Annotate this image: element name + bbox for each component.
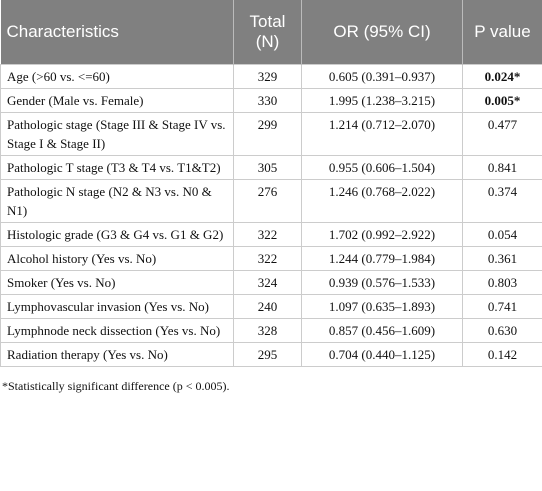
table-cell: 0.374	[462, 179, 542, 223]
table-cell: 0.704 (0.440–1.125)	[301, 342, 463, 367]
table-cell: 0.857 (0.456–1.609)	[301, 318, 463, 343]
table-cell: Histologic grade (G3 & G4 vs. G1 & G2)	[0, 222, 234, 247]
table-cell: 1.214 (0.712–2.070)	[301, 112, 463, 156]
table-cell: Smoker (Yes vs. No)	[0, 270, 234, 295]
header-cell: Total (N)	[233, 0, 302, 65]
table-cell: 0.142	[462, 342, 542, 367]
table-cell: Age (>60 vs. <=60)	[0, 64, 234, 89]
table-row: Pathologic N stage (N2 & N3 vs. N0 & N1)…	[0, 179, 542, 223]
table-row: Lymphovascular invasion (Yes vs. No) 240 1…	[0, 294, 542, 319]
table-cell: 295	[233, 342, 302, 367]
table-cell: 324	[233, 270, 302, 295]
table-cell: 0.803	[462, 270, 542, 295]
table-cell: 1.995 (1.238–3.215)	[301, 88, 463, 113]
data-table: Characteristics Total (N) OR (95% CI) P val…	[0, 0, 542, 367]
table-cell: 330	[233, 88, 302, 113]
table-cell: 322	[233, 222, 302, 247]
table-cell: 1.097 (0.635–1.893)	[301, 294, 463, 319]
table-cell: 0.939 (0.576–1.533)	[301, 270, 463, 295]
table-cell: 0.054	[462, 222, 542, 247]
table-row: Alcohol history (Yes vs. No) 322 1.244 (0.…	[0, 246, 542, 271]
table-cell: 322	[233, 246, 302, 271]
header-row: Characteristics Total (N) OR (95% CI) P val…	[0, 0, 542, 65]
table-cell: Lymphovascular invasion (Yes vs. No)	[0, 294, 234, 319]
table-cell: Alcohol history (Yes vs. No)	[0, 246, 234, 271]
table-row: Smoker (Yes vs. No) 324 0.939 (0.576–1.533…	[0, 270, 542, 295]
table-cell: Radiation therapy (Yes vs. No)	[0, 342, 234, 367]
table-cell: 240	[233, 294, 302, 319]
table-cell: 0.024*	[462, 64, 542, 89]
header-cell: Characteristics	[0, 0, 234, 65]
table-cell: Pathologic T stage (T3 & T4 vs. T1&T2)	[0, 155, 234, 180]
table-cell: Lymphnode neck dissection (Yes vs. No)	[0, 318, 234, 343]
footnote: *Statistically significant difference (p…	[2, 379, 230, 393]
table-cell: 299	[233, 112, 302, 156]
table-row: Lymphnode neck dissection (Yes vs. No) 32…	[0, 318, 542, 343]
header-cell: OR (95% CI)	[301, 0, 463, 65]
table-row: Gender (Male vs. Female) 330 1.995 (1.238–…	[0, 88, 542, 113]
table-cell: 276	[233, 179, 302, 223]
table-cell: 0.477	[462, 112, 542, 156]
table-cell: Gender (Male vs. Female)	[0, 88, 234, 113]
table-cell: 1.246 (0.768–2.022)	[301, 179, 463, 223]
table-row: Radiation therapy (Yes vs. No) 295 0.704 (…	[0, 342, 542, 367]
table-cell: 305	[233, 155, 302, 180]
table-cell: 329	[233, 64, 302, 89]
table-cell: 0.630	[462, 318, 542, 343]
table-cell: 328	[233, 318, 302, 343]
table-cell: Pathologic N stage (N2 & N3 vs. N0 & N1)	[0, 179, 234, 223]
table-cell: 0.741	[462, 294, 542, 319]
table-cell: 1.702 (0.992–2.922)	[301, 222, 463, 247]
table-row: Pathologic T stage (T3 & T4 vs. T1&T2) 30…	[0, 155, 542, 180]
table-cell: 0.361	[462, 246, 542, 271]
table-cell: 0.005*	[462, 88, 542, 113]
table-row: Age (>60 vs. <=60) 329 0.605 (0.391–0.937)…	[0, 64, 542, 89]
table-cell: 0.605 (0.391–0.937)	[301, 64, 463, 89]
table-row: Histologic grade (G3 & G4 vs. G1 & G2) 32…	[0, 222, 542, 247]
table-cell: Pathologic stage (Stage III & Stage IV v…	[0, 112, 234, 156]
table-cell: 1.244 (0.779–1.984)	[301, 246, 463, 271]
table-cell: 0.841	[462, 155, 542, 180]
table-cell: 0.955 (0.606–1.504)	[301, 155, 463, 180]
table-row: Pathologic stage (Stage III & Stage IV v…	[0, 112, 542, 156]
header-cell: P value	[462, 0, 542, 65]
table-body: Age (>60 vs. <=60) 329 0.605 (0.391–0.937)…	[0, 64, 542, 367]
